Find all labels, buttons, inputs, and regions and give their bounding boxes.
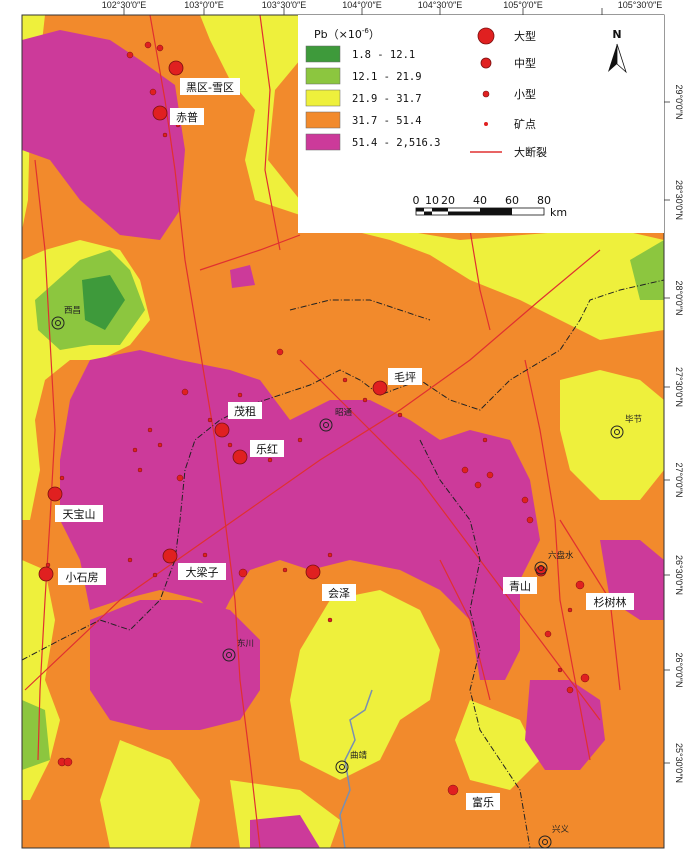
- top-coordinates: 102°30′0″E 103°0′0″E 103°30′0″E 104°0′0″…: [102, 0, 663, 10]
- province-borders: [21, 279, 665, 849]
- label-chipu: 赤普: [176, 110, 198, 124]
- svg-text:25°30′0″N: 25°30′0″N: [674, 743, 684, 783]
- legend-medium: 中型: [514, 56, 536, 70]
- city-dongchuan: 东川: [237, 638, 254, 649]
- svg-text:104°0′0″E: 104°0′0″E: [342, 0, 382, 10]
- deposit-labels: 黑区-雪区 赤普 茂租 乐红 毛坪 天宝山 小石房 大梁子 会泽 青山 杉树林 …: [55, 78, 634, 810]
- legend-fault: 大断裂: [514, 145, 547, 159]
- label-maoping: 毛坪: [394, 371, 416, 384]
- label-qingshan: 青山: [509, 580, 531, 593]
- svg-text:60: 60: [505, 194, 519, 207]
- river: [339, 689, 373, 849]
- legend-title: Pb（×10-6）: [314, 27, 380, 41]
- deposit-heiqu-xuequ: [168, 60, 184, 76]
- svg-text:103°30′0″E: 103°30′0″E: [262, 0, 307, 10]
- svg-text:102°30′0″E: 102°30′0″E: [102, 0, 147, 10]
- legend-class-3: 21.9 - 31.7: [352, 93, 422, 105]
- svg-text:km: km: [550, 206, 567, 219]
- city-names: 西昌 昭通 毕节 六盘水 东川 曲靖 兴义: [64, 306, 643, 835]
- deposit-lehong: [232, 449, 248, 465]
- label-daliangzi: 大梁子: [186, 565, 219, 579]
- svg-text:26°0′0″N: 26°0′0″N: [674, 653, 684, 688]
- svg-text:80: 80: [537, 194, 551, 207]
- svg-text:104°30′0″E: 104°30′0″E: [418, 0, 463, 10]
- legend-class-1: 1.8 - 12.1: [352, 49, 415, 61]
- svg-text:29°0′0″N: 29°0′0″N: [674, 85, 684, 120]
- label-shanshulin: 杉树林: [594, 595, 627, 609]
- right-coordinates: 29°0′0″N 28°30′0″N 28°0′0″N 27°30′0″N 27…: [674, 85, 684, 784]
- label-huize: 会泽: [328, 587, 350, 600]
- legend-class-4: 31.7 - 51.4: [352, 115, 422, 127]
- svg-text:28°30′0″N: 28°30′0″N: [674, 180, 684, 220]
- legend-small: 小型: [514, 87, 536, 101]
- label-heiqu-xuequ: 黑区-雪区: [186, 81, 234, 94]
- svg-text:40: 40: [473, 194, 487, 207]
- scale-bar: 0 10 20 40 60 80 km: [413, 194, 568, 219]
- label-fule: 富乐: [472, 795, 494, 809]
- label-lehong: 乐红: [256, 443, 278, 456]
- legend-class-2: 12.1 - 21.9: [352, 71, 422, 83]
- deposit-chipu: [152, 105, 168, 121]
- svg-text:10: 10: [425, 194, 439, 207]
- svg-text:27°30′0″N: 27°30′0″N: [674, 367, 684, 407]
- deposit-maozu: [214, 422, 230, 438]
- deposit-tianbaoshan: [47, 486, 63, 502]
- city-qujing: 曲靖: [350, 750, 368, 761]
- deposit-huize: [305, 564, 321, 580]
- svg-text:N: N: [612, 28, 621, 41]
- svg-text:27°0′0″N: 27°0′0″N: [674, 463, 684, 498]
- svg-text:28°0′0″N: 28°0′0″N: [674, 281, 684, 316]
- city-xichang: 西昌: [64, 306, 81, 316]
- deposit-xiaoshifang: [38, 566, 54, 582]
- fault-lines: [24, 14, 621, 849]
- label-maozu: 茂租: [234, 404, 256, 418]
- city-xingyi: 兴义: [552, 825, 570, 835]
- north-arrow-icon: N: [608, 28, 627, 74]
- svg-text:20: 20: [441, 194, 455, 207]
- city-markers: [51, 316, 624, 849]
- grid-ticks: [123, 8, 670, 764]
- svg-text:103°0′0″E: 103°0′0″E: [184, 0, 224, 10]
- label-xiaoshifang: 小石房: [66, 571, 99, 584]
- legend: Pb（×10-6） 1.8 - 12.1 12.1 - 21.9 21.9 - …: [298, 15, 664, 233]
- svg-text:105°0′0″E: 105°0′0″E: [503, 0, 543, 10]
- deposit-maoping: [372, 380, 388, 396]
- svg-text:26°30′0″N: 26°30′0″N: [674, 555, 684, 595]
- city-bijie: 毕节: [625, 414, 643, 425]
- legend-class-5: 51.4 - 2,516.3: [352, 137, 441, 149]
- label-tianbaoshan: 天宝山: [63, 507, 96, 521]
- legend-large: 大型: [514, 29, 536, 43]
- svg-text:105°30′0″E: 105°30′0″E: [618, 0, 663, 10]
- deposit-daliangzi: [162, 548, 178, 564]
- svg-text:0: 0: [413, 194, 420, 207]
- legend-occurrence: 矿点: [514, 118, 536, 131]
- city-liupanshui: 六盘水: [548, 550, 574, 561]
- city-zhaotong: 昭通: [335, 407, 353, 418]
